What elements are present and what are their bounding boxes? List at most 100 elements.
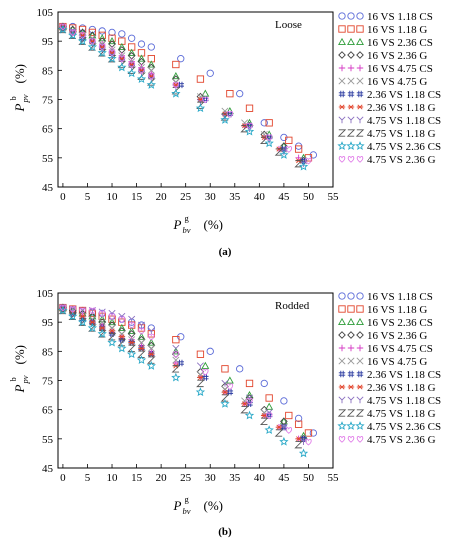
y-tick-label: 75 — [42, 376, 54, 388]
data-point — [97, 47, 107, 57]
legend-label: 16 VS 1.18 G — [367, 304, 427, 316]
data-point — [148, 333, 155, 341]
data-point — [138, 67, 145, 75]
data-point — [202, 374, 209, 381]
data-point — [98, 310, 106, 318]
legend-label: 16 VS 4.75 G — [367, 76, 427, 88]
legend-marker — [356, 384, 364, 390]
data-point — [147, 327, 155, 335]
data-point — [294, 414, 303, 423]
x-tick-label: 35 — [229, 472, 241, 484]
legend-marker — [347, 305, 355, 313]
data-point — [147, 338, 156, 346]
data-point — [265, 134, 273, 142]
legend-entry: 16 VS 4.75 CS — [338, 63, 433, 75]
legend-marker — [356, 77, 364, 85]
x-tick-label: 15 — [131, 191, 143, 203]
legend-marker — [347, 64, 355, 72]
legend-marker — [356, 435, 364, 443]
x-tick-label: 30 — [205, 472, 217, 484]
legend-marker — [338, 344, 346, 352]
legend-entry: 4.75 VS 1.18 G — [337, 128, 436, 140]
legend-entry: 16 VS 4.75 G — [338, 356, 427, 368]
data-point — [264, 425, 274, 435]
data-point — [265, 394, 273, 402]
legend-label: 16 VS 4.75 CS — [367, 63, 433, 75]
data-point — [225, 376, 234, 384]
data-point — [285, 427, 293, 434]
data-point — [146, 361, 156, 370]
data-point — [279, 150, 289, 159]
legend-marker — [346, 409, 356, 417]
data-point — [294, 441, 303, 449]
legend-marker — [355, 141, 365, 150]
data-point — [195, 387, 206, 397]
x-tick-label: 45 — [278, 191, 290, 203]
data-point — [171, 372, 181, 382]
data-point — [244, 126, 255, 136]
data-point — [244, 410, 255, 420]
legend-marker — [338, 155, 346, 163]
data-point — [280, 423, 288, 431]
data-point — [195, 103, 206, 113]
data-point — [304, 429, 313, 437]
data-point — [274, 148, 284, 156]
legend-marker — [356, 155, 364, 163]
x-tick-label: 30 — [205, 191, 217, 203]
data-point — [206, 347, 214, 355]
y-tick-label: 75 — [42, 95, 54, 107]
legend-label: 4.75 VS 1.18 G — [367, 128, 436, 140]
legend-marker — [347, 77, 355, 85]
data-point — [136, 355, 147, 365]
data-point — [108, 324, 116, 332]
series-6 — [59, 23, 307, 164]
legend-entry: 16 VS 1.18 G — [338, 304, 427, 316]
data-point — [58, 24, 68, 34]
data-point — [264, 138, 274, 148]
data-point — [88, 28, 97, 37]
plot-annotation: Loose — [275, 19, 302, 31]
data-point — [137, 339, 146, 347]
x-axis-label-main: P — [173, 217, 182, 232]
data-point — [138, 345, 145, 352]
series-1 — [59, 303, 313, 437]
series-11 — [59, 23, 312, 165]
y-tick-label: 95 — [42, 36, 54, 48]
data-point — [107, 337, 117, 347]
data-point — [265, 119, 273, 127]
data-point — [300, 435, 307, 443]
series-11 — [59, 304, 312, 446]
legend-marker — [356, 357, 364, 365]
data-point — [128, 339, 135, 346]
data-point — [59, 304, 67, 312]
y-axis-label-sub: pv — [20, 94, 30, 103]
data-point — [87, 42, 98, 51]
data-point — [108, 330, 116, 338]
data-point — [172, 336, 180, 344]
legend-marker — [356, 64, 364, 72]
legend-marker — [337, 141, 347, 150]
data-point — [285, 411, 293, 420]
legend-marker — [356, 344, 364, 352]
legend-label: 2.36 VS 1.18 G — [367, 102, 436, 114]
data-point — [128, 61, 135, 69]
y-axis-label-unit: (%) — [12, 345, 27, 365]
legend-label: 4.75 VS 2.36 G — [367, 154, 436, 166]
data-point — [136, 74, 147, 84]
data-point — [77, 36, 88, 46]
series-8 — [59, 304, 308, 445]
legend-marker — [356, 317, 364, 326]
data-point — [98, 43, 106, 51]
data-point — [68, 30, 78, 40]
data-point — [118, 316, 126, 324]
data-point — [68, 311, 78, 321]
y-axis-label-unit: (%) — [12, 64, 27, 84]
x-tick-label: 10 — [107, 191, 119, 203]
legend-marker — [347, 37, 355, 46]
series-10 — [58, 305, 309, 458]
x-tick-label: 20 — [156, 472, 168, 484]
data-point — [148, 351, 155, 357]
data-point — [202, 96, 209, 104]
legend-marker — [347, 90, 355, 98]
